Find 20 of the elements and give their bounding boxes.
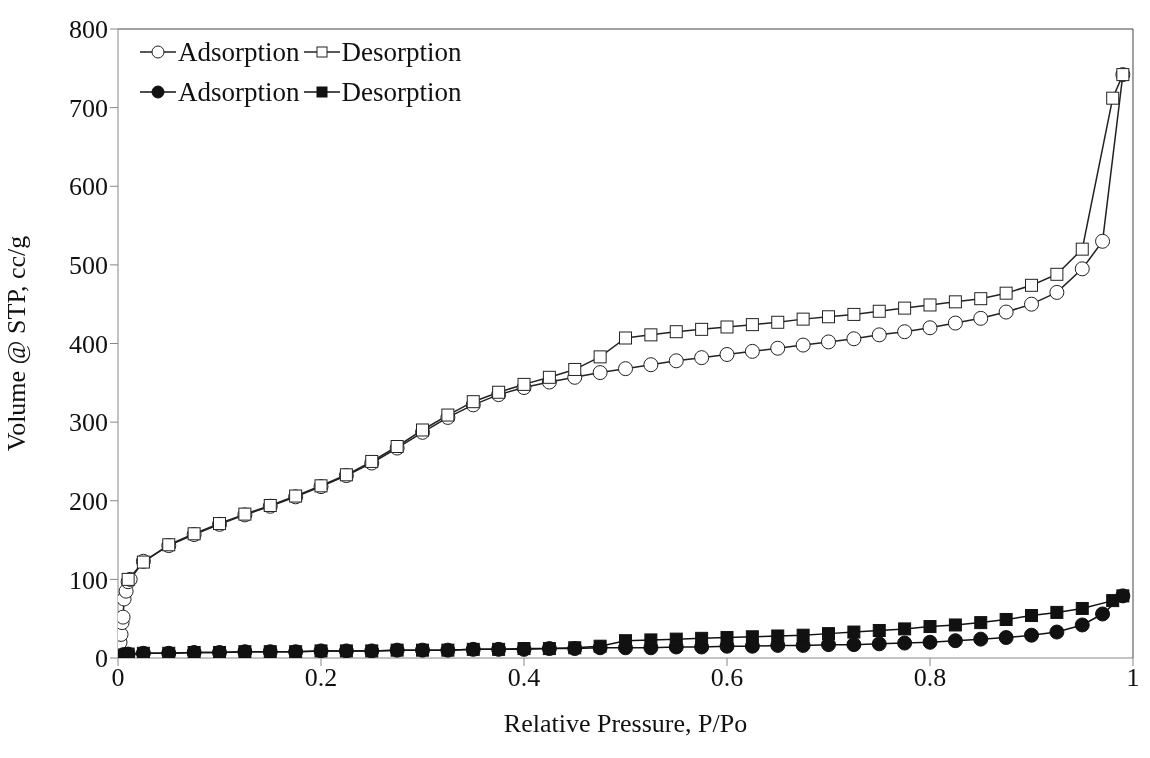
y-tick-label: 700 [69,93,108,123]
legend-label: Desorption [341,76,462,108]
y-tick-label: 400 [69,329,108,359]
legend-label: Adsorption [178,36,300,68]
x-tick-label: 0.4 [507,663,541,693]
y-tick-label: 800 [69,15,108,45]
y-tick-label: 500 [69,251,108,281]
y-tick-label: 600 [69,172,108,202]
legend-label: Desorption [341,36,462,68]
legend-label: Adsorption [178,76,300,108]
x-tick-label: 1 [1126,663,1140,693]
y-tick-label: 0 [95,644,108,674]
x-tick-label: 0.6 [710,663,744,693]
x-tick-label: 0.2 [304,663,338,693]
y-tick-label: 300 [69,408,108,438]
y-tick-label: 200 [69,486,108,516]
x-axis-title: Relative Pressure, P/Po [503,709,748,738]
x-tick-label: 0.8 [913,663,947,693]
y-axis-title: Volume @ STP, cc/g [2,235,32,452]
y-tick-label: 100 [69,565,108,595]
